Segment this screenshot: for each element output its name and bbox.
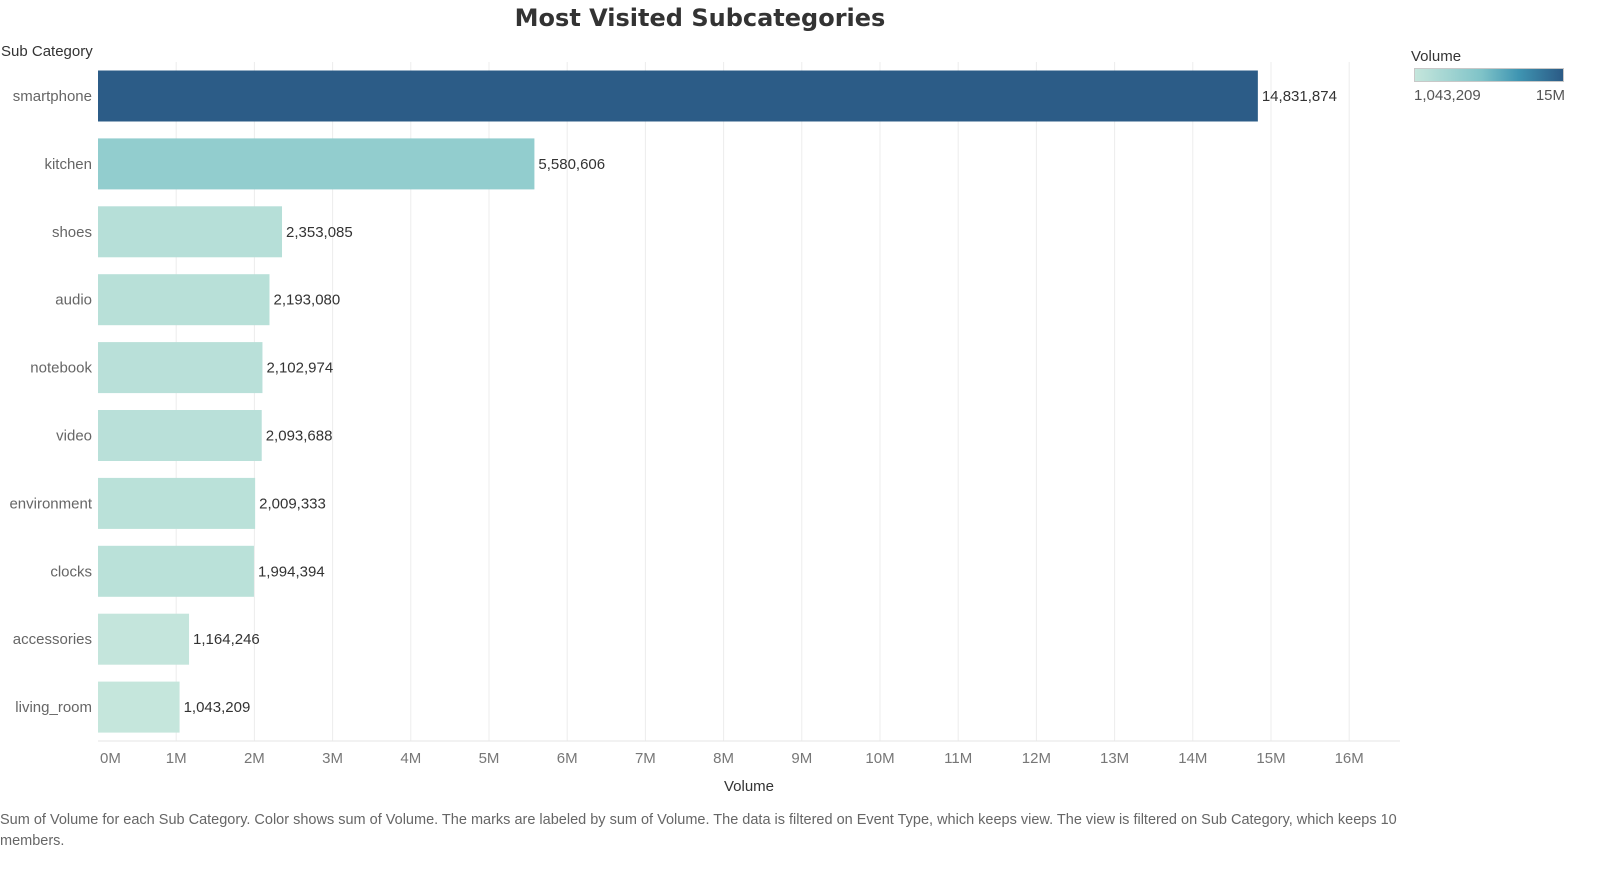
category-label: notebook	[30, 360, 92, 377]
legend-title: Volume	[1411, 48, 1462, 65]
value-label: 2,102,974	[266, 360, 333, 377]
bar	[98, 206, 283, 258]
chart-title: Most Visited Subcategories	[514, 4, 886, 32]
bar	[98, 681, 180, 733]
category-label: clocks	[50, 563, 92, 580]
bar-chart: smartphone kitchen shoes audio notebook video…	[9, 62, 1400, 795]
x-tick-label: 1M	[166, 750, 187, 767]
value-label: 1,994,394	[258, 563, 325, 580]
bar	[98, 613, 190, 665]
category-label: smartphone	[13, 88, 92, 105]
category-label: environment	[9, 495, 92, 512]
value-label: 14,831,874	[1262, 88, 1337, 105]
x-axis-ticks: 0M 1M 2M 3M 4M 5M 6M 7M 8M 9M 10M 11M 12M 13M 14M 15M 16…	[100, 750, 1364, 767]
x-axis-title: Volume	[724, 778, 774, 795]
x-tick-label: 0M	[100, 750, 121, 767]
x-tick-label: 5M	[479, 750, 500, 767]
x-tick-label: 2M	[244, 750, 265, 767]
bar	[98, 545, 254, 597]
color-legend: Volume 1,043,209 15M	[1411, 48, 1565, 108]
x-tick-label: 16M	[1335, 750, 1364, 767]
x-tick-label: 9M	[791, 750, 812, 767]
x-tick-label: 14M	[1178, 750, 1207, 767]
bar	[98, 138, 535, 190]
category-label: accessories	[13, 631, 92, 648]
value-label: 2,353,085	[286, 224, 353, 241]
bar	[98, 477, 256, 529]
x-tick-label: 10M	[865, 750, 894, 767]
category-label: living_room	[15, 699, 92, 716]
legend-gradient-bar	[1414, 68, 1564, 82]
x-tick-label: 6M	[557, 750, 578, 767]
x-tick-label: 11M	[944, 750, 972, 767]
category-label: kitchen	[44, 156, 92, 173]
x-tick-label: 4M	[400, 750, 421, 767]
category-label: shoes	[52, 224, 92, 241]
legend-max-label: 15M	[1535, 87, 1565, 104]
value-label: 1,164,246	[193, 631, 260, 648]
value-label: 2,009,333	[259, 495, 326, 512]
category-labels: smartphone kitchen shoes audio notebook video…	[9, 88, 92, 716]
bar	[98, 342, 263, 394]
legend-min-label: 1,043,209	[1414, 87, 1481, 104]
category-label: audio	[55, 292, 92, 309]
x-tick-label: 13M	[1100, 750, 1129, 767]
value-label: 2,193,080	[273, 292, 340, 309]
x-tick-label: 12M	[1022, 750, 1051, 767]
x-tick-label: 15M	[1256, 750, 1285, 767]
value-label: 5,580,606	[538, 156, 605, 173]
value-label: 1,043,209	[184, 699, 251, 716]
value-labels: 14,831,874 5,580,606 2,353,085 2,193,080 2,1…	[184, 88, 1337, 716]
y-axis-title: Sub Category	[1, 43, 93, 60]
bar	[98, 70, 1258, 122]
bars	[98, 70, 1258, 733]
x-tick-label: 3M	[322, 750, 343, 767]
value-label: 2,093,688	[266, 428, 333, 445]
bar	[98, 410, 262, 461]
bar	[98, 274, 270, 326]
category-label: video	[56, 428, 92, 445]
chart-footnote: Sum of Volume for each Sub Category. Col…	[0, 812, 1397, 849]
x-tick-label: 8M	[713, 750, 734, 767]
x-tick-label: 7M	[635, 750, 656, 767]
